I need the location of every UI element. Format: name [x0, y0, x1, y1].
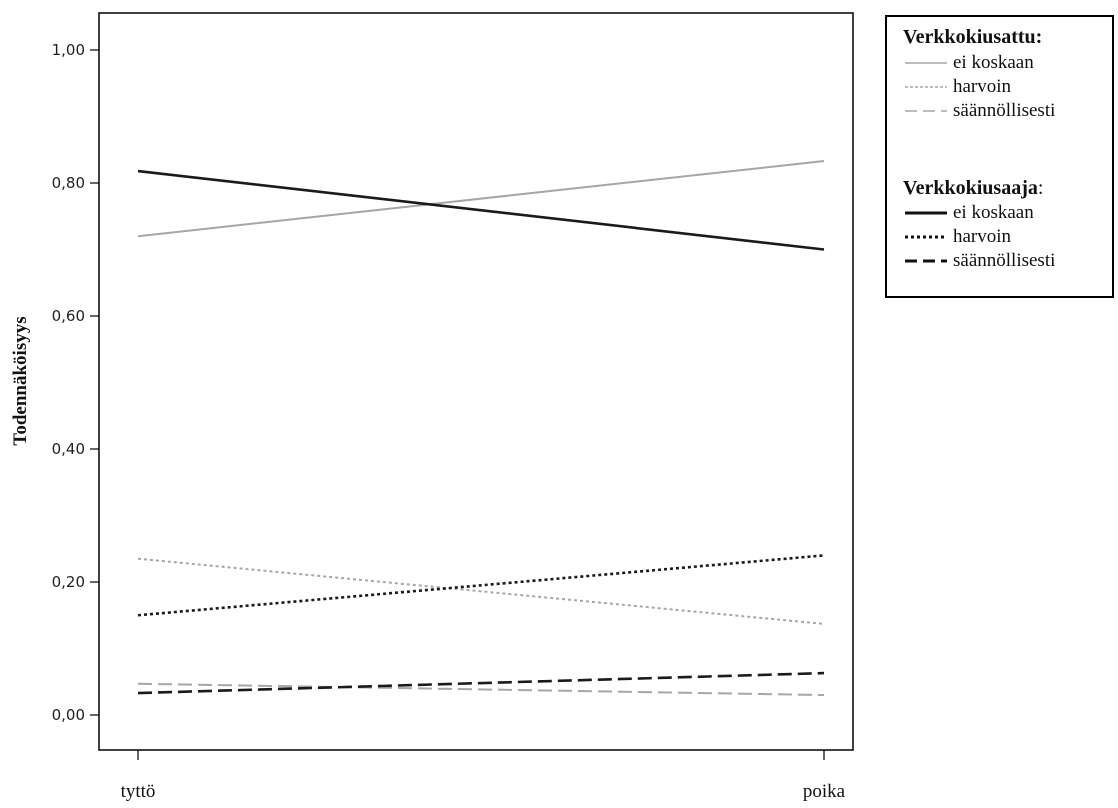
legend-label: ei koskaan	[953, 202, 1034, 223]
legend-label: harvoin	[953, 226, 1012, 247]
legend-swatch-dashed-black	[905, 259, 947, 263]
y-tick-label: 0,60	[52, 307, 85, 325]
legend-swatch-solid-gray	[905, 62, 947, 64]
legend-item-kiusattu-saannollisesti: säännöllisesti	[903, 99, 1055, 123]
y-tick-label: 0,80	[52, 174, 85, 192]
legend-swatch-dotted-gray	[905, 86, 947, 88]
legend-swatch-dotted-black	[905, 235, 947, 239]
y-tick-label: 0,20	[52, 573, 85, 591]
series-lines	[137, 160, 825, 697]
y-axis: 0,00 0,20 0,40 0,60 0,80 1,00	[52, 41, 99, 724]
x-tick-label: poika	[803, 781, 846, 802]
legend-label: harvoin	[953, 76, 1012, 97]
y-tick-label: 0,40	[52, 440, 85, 458]
x-tick-label: tyttö	[121, 781, 156, 802]
legend-item-kiusaaja-saannollisesti: säännöllisesti	[903, 249, 1055, 273]
series-line-verkkokiusattu-2	[137, 682, 825, 697]
legend-group-title-verkkokiusaaja: Verkkokiusaaja:	[903, 177, 1043, 200]
y-axis-title: Todennäköisyys	[10, 316, 31, 445]
legend-swatch-solid-black	[905, 211, 947, 215]
y-tick-label: 1,00	[52, 41, 85, 59]
y-tick-label: 0,00	[52, 706, 85, 724]
legend-item-kiusaaja-ei-koskaan: ei koskaan	[903, 201, 1034, 225]
legend-swatch-dashed-gray	[905, 110, 947, 112]
legend-item-kiusattu-harvoin: harvoin	[903, 75, 1011, 99]
series-line-verkkokiusaaja-4	[137, 554, 825, 617]
legend-item-kiusaaja-harvoin: harvoin	[903, 225, 1011, 249]
legend-group-title-verkkokiusattu: Verkkokiusattu:	[903, 26, 1043, 48]
legend-label: ei koskaan	[953, 52, 1034, 73]
legend: Verkkokiusattu: ei koskaan harvoin säänn…	[885, 15, 1114, 298]
legend-group2-colon: :	[1037, 177, 1044, 199]
legend-group2-title-text: Verkkokiusaaja	[903, 177, 1038, 199]
legend-item-kiusattu-ei-koskaan: ei koskaan	[903, 51, 1034, 75]
series-line-verkkokiusattu-0	[137, 160, 825, 238]
legend-label: säännöllisesti	[953, 100, 1056, 121]
series-line-verkkokiusaaja-3	[137, 169, 825, 251]
series-line-verkkokiusattu-1	[137, 557, 825, 625]
plot-area-frame	[98, 12, 854, 751]
legend-label: säännöllisesti	[953, 250, 1056, 271]
series-line-verkkokiusaaja-5	[137, 671, 825, 695]
x-axis: tyttö poika	[121, 750, 846, 802]
